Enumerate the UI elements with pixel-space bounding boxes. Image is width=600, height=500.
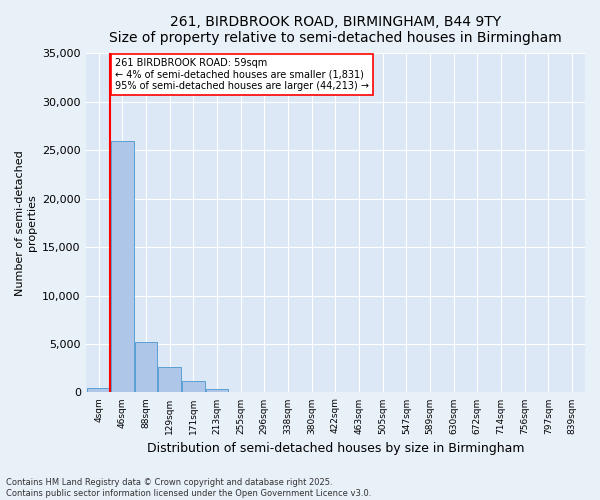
Bar (135, 342, 157, 392)
Text: 261 BIRDBROOK ROAD: 59sqm
← 4% of semi-detached houses are smaller (1,831)
95% o: 261 BIRDBROOK ROAD: 59sqm ← 4% of semi-d… (115, 58, 369, 92)
Text: Contains HM Land Registry data © Crown copyright and database right 2025.
Contai: Contains HM Land Registry data © Crown c… (6, 478, 371, 498)
Bar (158, 367, 181, 392)
X-axis label: Distribution of semi-detached houses by size in Birmingham: Distribution of semi-detached houses by … (146, 442, 524, 455)
Bar (206, 388, 228, 392)
Title: 261, BIRDBROOK ROAD, BIRMINGHAM, B44 9TY
Size of property relative to semi-detac: 261, BIRDBROOK ROAD, BIRMINGHAM, B44 9TY… (109, 15, 562, 45)
Bar (88, 388, 110, 392)
Bar (182, 381, 205, 392)
Bar (111, 140, 134, 392)
Y-axis label: Number of semi-detached
properties: Number of semi-detached properties (15, 150, 37, 296)
